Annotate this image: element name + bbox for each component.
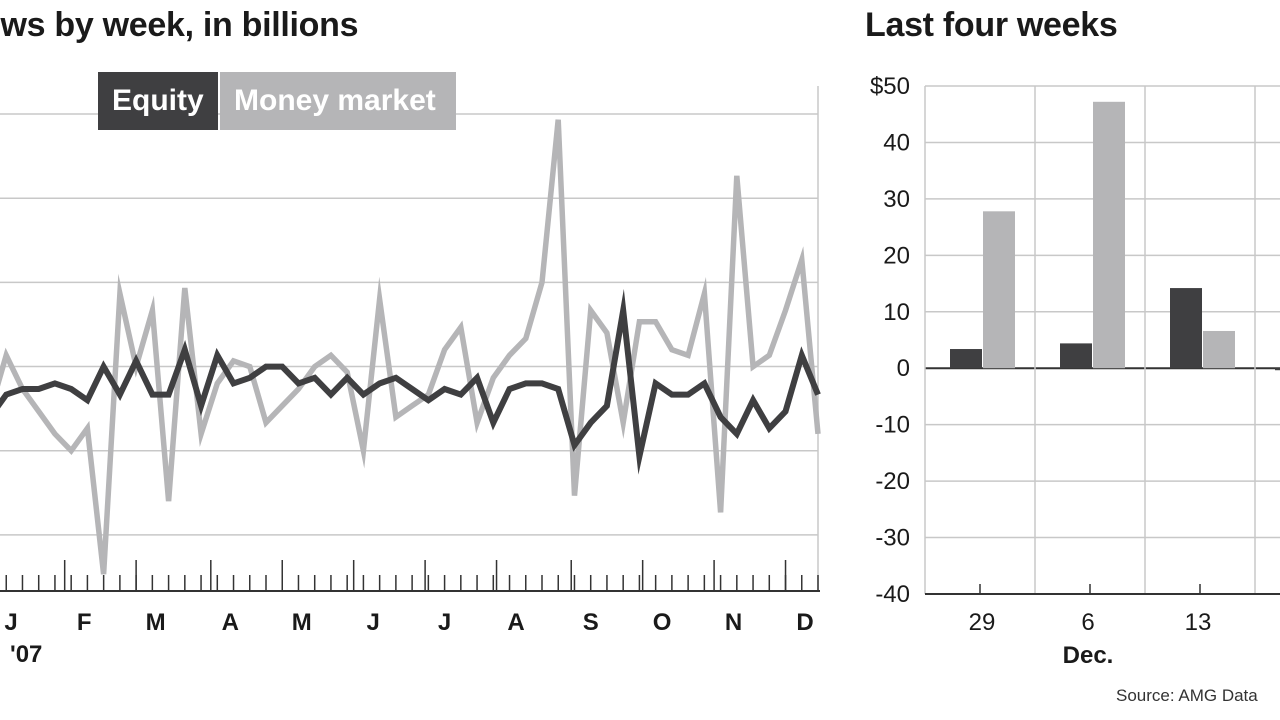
equity-bar bbox=[1170, 288, 1202, 369]
month-label: N bbox=[725, 609, 742, 636]
money-market-line bbox=[0, 119, 821, 575]
y-tick-label: 40 bbox=[883, 129, 910, 156]
y-tick-label: 10 bbox=[883, 299, 910, 326]
equity-bar bbox=[1060, 343, 1092, 369]
category-label: 6 bbox=[1081, 609, 1094, 636]
month-label: J bbox=[4, 609, 17, 636]
legend-equity: Equity bbox=[98, 72, 218, 130]
equity-bar bbox=[950, 349, 982, 369]
month-label: D bbox=[796, 609, 813, 636]
category-label: 13 bbox=[1185, 609, 1212, 636]
month-label: J bbox=[438, 609, 451, 636]
month-label: M bbox=[292, 609, 312, 636]
month-label: F bbox=[77, 609, 92, 636]
money-market-bar bbox=[1093, 101, 1125, 369]
y-tick-label: 30 bbox=[883, 186, 910, 213]
group-label: Dec. bbox=[1063, 642, 1114, 669]
y-tick-label: -20 bbox=[875, 468, 910, 495]
month-label: M bbox=[146, 609, 166, 636]
y-tick-label: -10 bbox=[875, 412, 910, 439]
equity-line bbox=[0, 288, 821, 475]
y-tick-label: -30 bbox=[875, 525, 910, 552]
month-label: S bbox=[583, 609, 599, 636]
month-label: O bbox=[653, 609, 672, 636]
y-tick-label: -40 bbox=[875, 581, 910, 608]
month-label: A bbox=[507, 609, 524, 636]
money-market-bar bbox=[983, 211, 1015, 369]
last-four-weeks-chart-title: Last four weeks bbox=[865, 6, 1118, 44]
money-market-bar bbox=[1203, 330, 1235, 369]
year-label: '07 bbox=[10, 641, 42, 668]
equity-bar bbox=[1275, 368, 1280, 371]
y-tick-label: $50 bbox=[870, 73, 910, 100]
category-label: 29 bbox=[969, 609, 996, 636]
legend-money-market: Money market bbox=[220, 72, 456, 130]
weekly-flows-chart-title: ows by week, in billions bbox=[0, 6, 359, 44]
month-label: A bbox=[222, 609, 239, 636]
month-label: J bbox=[366, 609, 379, 636]
y-tick-label: 20 bbox=[883, 242, 910, 269]
source-note: Source: AMG Data bbox=[1116, 686, 1258, 705]
y-tick-label: 0 bbox=[897, 355, 910, 382]
